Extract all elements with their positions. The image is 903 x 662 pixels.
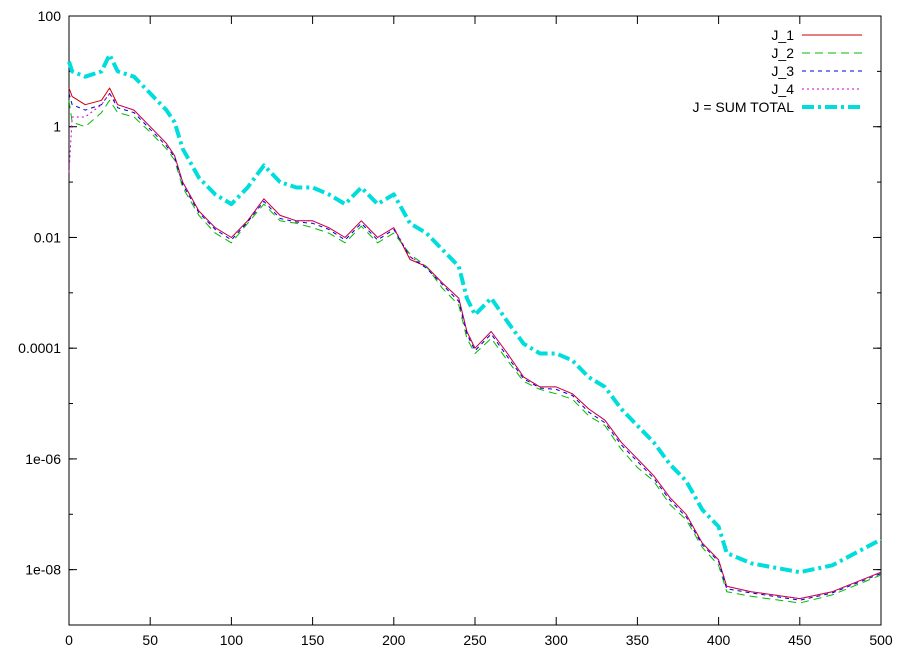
legend-label-4: J_4: [771, 81, 794, 97]
x-tick-label: 150: [301, 632, 325, 648]
x-tick-label: 400: [707, 632, 731, 648]
series-line-5: [67, 52, 882, 575]
legend-label-2: J_2: [771, 45, 794, 61]
series-line-3: [68, 92, 882, 601]
series-line-4: [68, 92, 882, 600]
y-tick-label: 1e-08: [25, 562, 61, 578]
legend-label-1: J_1: [771, 27, 794, 43]
x-tick-label: 200: [382, 632, 406, 648]
y-tick-label: 0.0001: [18, 340, 61, 356]
x-tick-label: 300: [545, 632, 569, 648]
x-tick-label: 100: [220, 632, 244, 648]
y-tick-label: 1e-06: [25, 451, 61, 467]
series-line-2: [68, 99, 882, 604]
legend: J_1 J_2 J_3 J_4 J = SUM TOTAL: [692, 27, 862, 115]
series-lines: [67, 52, 882, 604]
x-tick-label: 450: [788, 632, 812, 648]
x-tick-label: 350: [626, 632, 650, 648]
y-tick-label: 100: [38, 8, 62, 24]
y-axis: 100 1 0.01 0.0001 1e-06 1e-08: [18, 8, 881, 626]
x-tick-label: 0: [65, 632, 73, 648]
y-tick-label: 0.01: [34, 229, 61, 245]
x-axis: 0 50 100 150 200 250 300 350 400 450 500: [65, 16, 893, 648]
legend-label-5: J = SUM TOTAL: [692, 99, 794, 115]
y-tick-label: 1: [53, 119, 61, 135]
x-tick-label: 50: [142, 632, 158, 648]
x-tick-label: 250: [463, 632, 487, 648]
x-tick-label: 500: [869, 632, 893, 648]
legend-label-3: J_3: [771, 63, 794, 79]
